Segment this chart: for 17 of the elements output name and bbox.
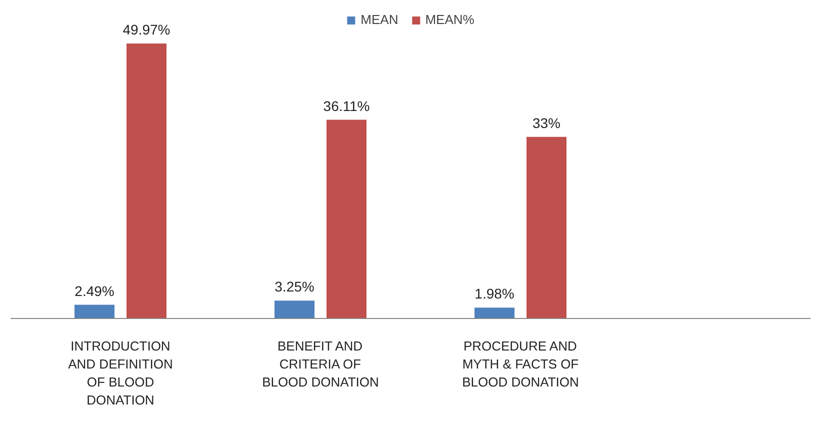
bar	[126, 44, 166, 318]
x-tick-label: PROCEDURE AND MYTH & FACTS OF BLOOD DONATION	[462, 338, 579, 390]
legend-label: MEAN%	[425, 12, 474, 27]
legend-label: MEAN	[360, 12, 398, 27]
bar	[326, 120, 366, 318]
bar	[526, 136, 566, 318]
x-tick-label: BENEFIT AND CRITERIA OF BLOOD DONATION	[262, 338, 379, 390]
data-label: 36.11%	[323, 98, 370, 114]
data-label: 33%	[532, 114, 561, 131]
x-tick-label: INTRODUCTION AND DEFINITION OF BLOOD DONATION	[68, 338, 173, 408]
bar	[74, 304, 114, 318]
bar	[274, 300, 314, 318]
data-label: 49.97%	[122, 22, 170, 38]
data-label: 2.49%	[74, 282, 114, 299]
data-label: 1.98%	[474, 286, 514, 302]
bar	[474, 308, 514, 318]
data-label: 3.25%	[274, 278, 314, 295]
